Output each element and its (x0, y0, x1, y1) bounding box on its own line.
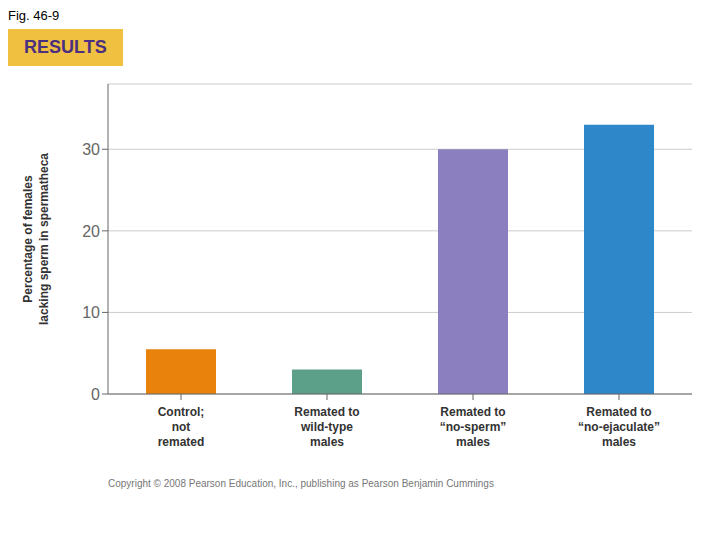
svg-text:Control;notremated: Control;notremated (158, 405, 205, 449)
svg-text:Remated to“no-sperm”males: Remated to“no-sperm”males (440, 405, 507, 449)
svg-text:Remated to“no-ejaculate”males: Remated to“no-ejaculate”males (578, 405, 660, 449)
svg-text:20: 20 (82, 223, 100, 240)
svg-text:0: 0 (91, 386, 100, 403)
svg-text:Remated towild-typemales: Remated towild-typemales (294, 405, 359, 449)
html-text:Fig. 46-9: Fig. 46-9 (8, 8, 60, 23)
html-text:Copyright © 2008 Pearson Educa: Copyright © 2008 Pearson Education, Inc.… (108, 478, 494, 489)
svg-text:30: 30 (82, 141, 100, 158)
html-text:RESULTS: RESULTS (24, 37, 107, 57)
svg-text:10: 10 (82, 304, 100, 321)
svg-text:Percentage of femaleslacking s: Percentage of femaleslacking sperm in sp… (21, 153, 51, 325)
